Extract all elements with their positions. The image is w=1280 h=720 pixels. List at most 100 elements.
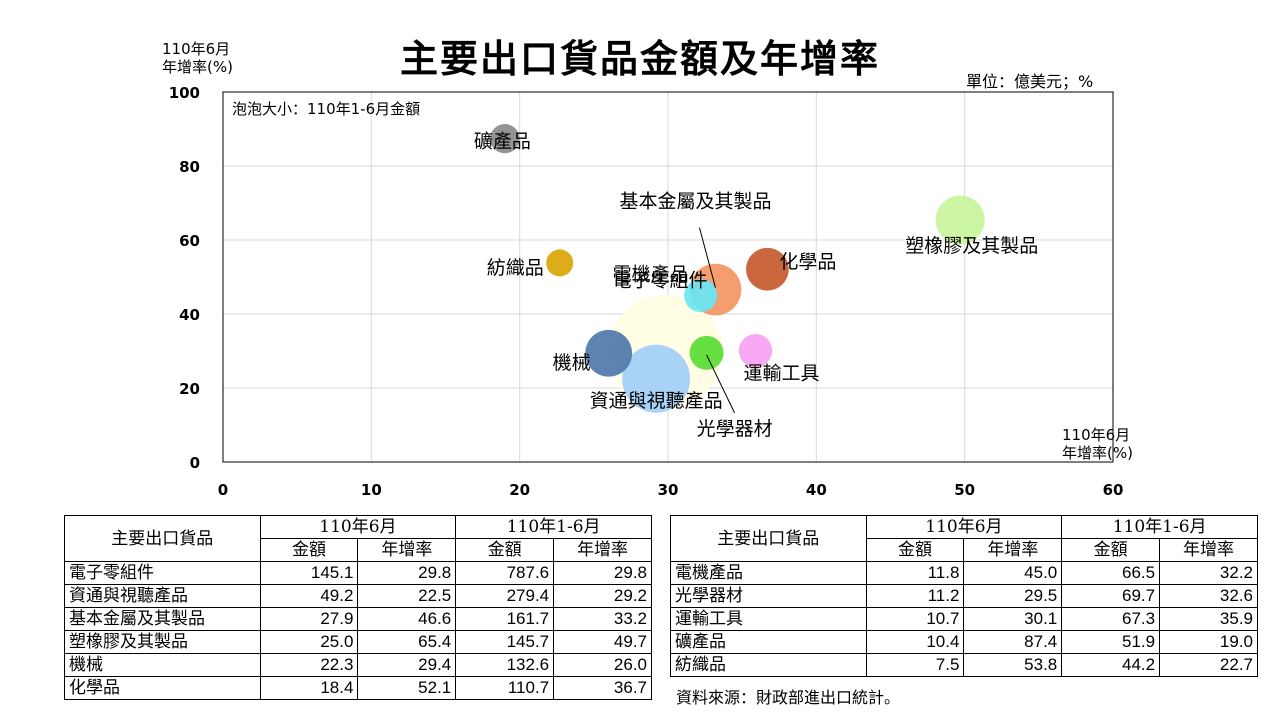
table-left: 主要出口貨品 110年6月 110年1-6月 金額 年增率 金額 年增率 電子零… [64, 515, 652, 700]
y-tick-label: 20 [179, 380, 200, 398]
bubble-label: 電子零組件 [613, 270, 708, 292]
x-axis-title-line1: 110年6月 [1062, 426, 1131, 444]
table-right-row-value: 35.9 [1159, 607, 1258, 631]
table-right-group2: 110年1-6月 [1061, 515, 1258, 539]
bubble-point [684, 278, 718, 313]
table-left-row-value: 29.8 [553, 561, 652, 585]
y-axis-title: 110年6月 年增率(%) [162, 40, 233, 76]
x-axis-title-line2: 年增率(%) [1062, 444, 1133, 462]
table-right-row-value: 22.7 [1159, 653, 1258, 677]
table-row: 塑橡膠及其製品 25.0 65.4 145.7 49.7 [64, 630, 652, 654]
leader-line [698, 227, 716, 288]
bubble-point [746, 247, 789, 291]
table-right-row-value: 67.3 [1061, 607, 1161, 631]
table-left-row-name: 塑橡膠及其製品 [64, 630, 261, 654]
bubble-label: 運輸工具 [744, 363, 820, 385]
table-left-row-value: 52.1 [357, 676, 457, 700]
table-left-row-value: 49.2 [259, 584, 359, 608]
table-right-row-value: 44.2 [1061, 653, 1161, 677]
table-left-row-value: 33.2 [553, 607, 652, 631]
table-right-header-item: 主要出口貨品 [670, 515, 867, 562]
leader-line [706, 354, 736, 414]
table-row: 紡織品 7.5 53.8 44.2 22.7 [670, 653, 1258, 677]
table-left-row-value: 132.6 [455, 653, 555, 677]
table-right-row-value: 10.7 [865, 607, 965, 631]
table-row: 光學器材 11.2 29.5 69.7 32.6 [670, 584, 1258, 608]
bubble-series [490, 123, 985, 413]
table-left-row-value: 49.7 [553, 630, 652, 654]
table-row: 電機產品 11.8 45.0 66.5 32.2 [670, 561, 1258, 585]
unit-label: 單位：億美元；% [966, 72, 1094, 91]
table-left-row-value: 25.0 [259, 630, 359, 654]
table-left-row-value: 22.5 [357, 584, 457, 608]
bubble-label: 電機產品 [613, 264, 689, 286]
table-left-row-value: 787.6 [455, 561, 555, 585]
bubble-label: 化學品 [779, 251, 836, 273]
bubble-point [546, 249, 574, 277]
table-left-row-name: 電子零組件 [64, 561, 261, 585]
table-left-row-value: 18.4 [259, 676, 359, 700]
y-tick-label: 40 [179, 306, 200, 324]
table-right-row-value: 51.9 [1061, 630, 1161, 654]
bubble-label: 基本金屬及其製品 [619, 191, 771, 213]
table-left-row-value: 145.7 [455, 630, 555, 654]
table-right-row-value: 10.4 [865, 630, 965, 654]
table-left-row-value: 27.9 [259, 607, 359, 631]
table-left-group2: 110年1-6月 [455, 515, 652, 539]
bubble-size-note: 泡泡大小：110年1-6月金額 [232, 100, 421, 118]
bubble-point [738, 333, 773, 368]
table-left-row-value: 29.8 [357, 561, 457, 585]
bubble-point [689, 335, 724, 370]
x-tick-label: 40 [806, 481, 827, 499]
x-tick-label: 50 [954, 481, 975, 499]
table-left-row-name: 機械 [64, 653, 261, 677]
table-right-row-name: 光學器材 [670, 584, 867, 608]
table-row: 基本金屬及其製品 27.9 46.6 161.7 33.2 [64, 607, 652, 631]
table-right-row-name: 礦產品 [670, 630, 867, 654]
table-right-row-value: 11.8 [865, 561, 965, 585]
table-row: 資通與視聽產品 49.2 22.5 279.4 29.2 [64, 584, 652, 608]
plot-frame [222, 91, 1114, 463]
table-right: 主要出口貨品 110年6月 110年1-6月 金額 年增率 金額 年增率 電機產… [670, 515, 1258, 677]
table-right-row-value: 29.5 [963, 584, 1063, 608]
table-left-row-name: 資通與視聽產品 [64, 584, 261, 608]
bubble-point [622, 344, 691, 413]
table-right-row-value: 69.7 [1061, 584, 1161, 608]
table-right-sub-amount-2: 金額 [1061, 538, 1161, 562]
table-right-sub-amount-1: 金額 [865, 538, 965, 562]
table-right-row-value: 19.0 [1159, 630, 1258, 654]
table-left-row-value: 46.6 [357, 607, 457, 631]
table-right-row-value: 53.8 [963, 653, 1063, 677]
table-row: 電子零組件 145.1 29.8 787.6 29.8 [64, 561, 652, 585]
table-right-row-value: 45.0 [963, 561, 1063, 585]
x-tick-label: 20 [509, 481, 530, 499]
table-left-row-value: 22.3 [259, 653, 359, 677]
table-right-sub-growth-1: 年增率 [963, 538, 1063, 562]
table-row: 運輸工具 10.7 30.1 67.3 35.9 [670, 607, 1258, 631]
chart-title: 主要出口貨品金額及年增率 [399, 37, 880, 81]
table-left-row-value: 36.7 [553, 676, 652, 700]
table-right-row-value: 32.6 [1159, 584, 1258, 608]
table-left-row-value: 29.4 [357, 653, 457, 677]
bubble-point [585, 329, 633, 377]
y-tick-label: 0 [190, 454, 200, 472]
x-tick-label: 60 [1103, 481, 1124, 499]
bubble-point [935, 195, 985, 245]
table-right-row-name: 運輸工具 [670, 607, 867, 631]
table-left-row-value: 161.7 [455, 607, 555, 631]
table-left-sub-growth-2: 年增率 [553, 538, 652, 562]
leader-lines [698, 227, 736, 414]
bubble-label: 機械 [553, 352, 591, 374]
table-left-row-value: 29.2 [553, 584, 652, 608]
table-row: 礦產品 10.4 87.4 51.9 19.0 [670, 630, 1258, 654]
table-left-sub-growth-1: 年增率 [357, 538, 457, 562]
table-right-sub-growth-2: 年增率 [1159, 538, 1258, 562]
table-left-row-value: 26.0 [553, 653, 652, 677]
table-right-body: 電機產品 11.8 45.0 66.5 32.2 光學器材 11.2 29.5 69.7 32.6… [670, 561, 1258, 677]
y-axis-title-line1: 110年6月 [162, 40, 231, 58]
table-left-row-value: 65.4 [357, 630, 457, 654]
table-right-group1: 110年6月 [865, 515, 1063, 539]
table-left-header-item: 主要出口貨品 [64, 515, 261, 562]
